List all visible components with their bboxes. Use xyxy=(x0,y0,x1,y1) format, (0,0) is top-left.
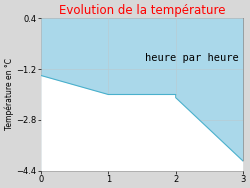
Title: Evolution de la température: Evolution de la température xyxy=(59,4,225,17)
Text: heure par heure: heure par heure xyxy=(145,53,239,63)
Y-axis label: Température en °C: Température en °C xyxy=(4,58,14,130)
